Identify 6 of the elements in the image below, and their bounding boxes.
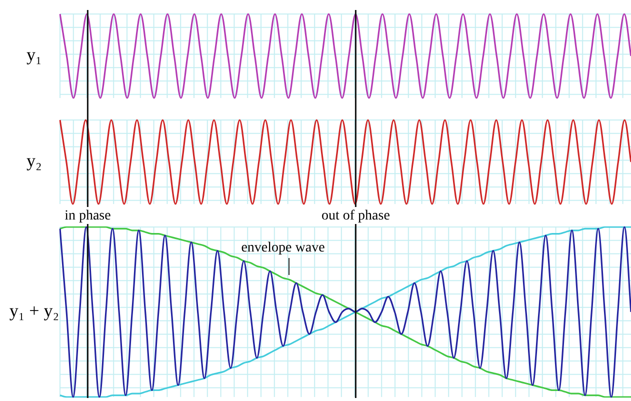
y-axis-title: y₂ <box>26 150 42 171</box>
text: in phase <box>64 208 111 224</box>
annotation: envelope wave <box>241 240 325 256</box>
y-axis-title: y₁ <box>26 44 42 65</box>
text: out of phase <box>321 208 390 224</box>
y-axis-title: y₁ + y₂ <box>9 300 60 321</box>
